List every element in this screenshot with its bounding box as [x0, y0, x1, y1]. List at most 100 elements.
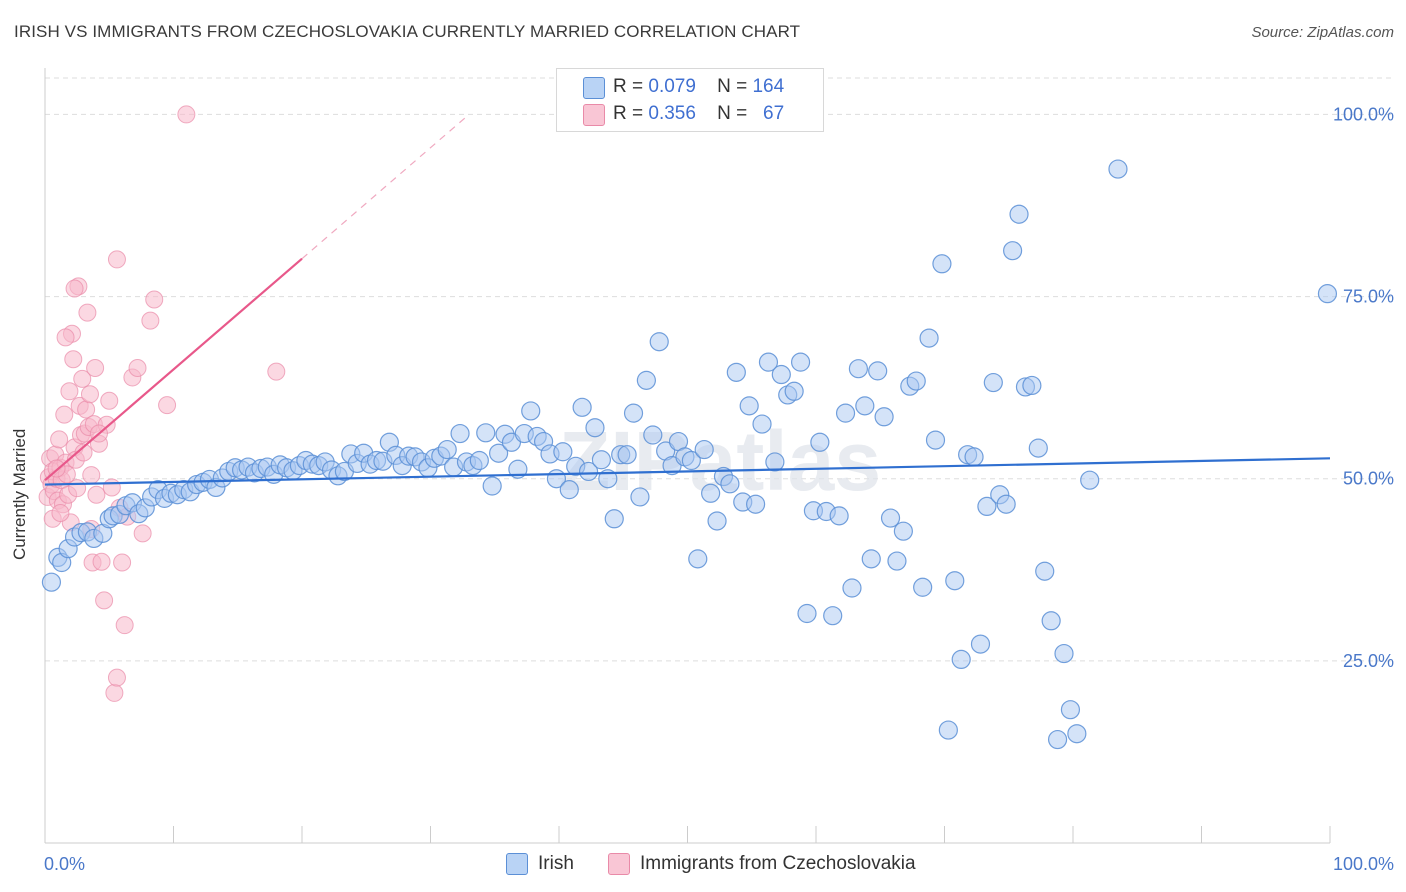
- czech-point: [158, 396, 177, 415]
- irish-point: [996, 494, 1016, 514]
- irish-point: [1317, 284, 1338, 304]
- irish-n-label: N =: [717, 76, 748, 97]
- czech-point: [145, 290, 164, 309]
- czech-point: [65, 279, 84, 298]
- irish-point: [553, 442, 573, 462]
- czech-trend-line: [44, 257, 303, 482]
- irish-point: [1003, 241, 1023, 261]
- czech-point: [51, 503, 70, 522]
- czech-n-value: 67: [763, 103, 785, 124]
- irish-point: [476, 423, 496, 443]
- irish-point: [880, 508, 901, 528]
- y-tick-label: 25.0%: [1343, 651, 1394, 671]
- irish-point: [469, 450, 489, 471]
- irish-point: [810, 432, 830, 452]
- irish-point: [913, 577, 933, 597]
- legend-irish-swatch: [506, 853, 528, 875]
- irish-point: [694, 439, 714, 460]
- irish-point: [951, 649, 971, 670]
- irish-point: [1080, 470, 1100, 490]
- irish-point: [585, 418, 605, 438]
- irish-point: [707, 511, 727, 531]
- irish-point: [861, 549, 881, 569]
- czech-point: [56, 328, 75, 347]
- irish-point: [720, 474, 740, 494]
- irish-point: [906, 371, 926, 391]
- irish-point: [938, 720, 958, 740]
- irish-point: [842, 578, 862, 598]
- irish-point: [630, 487, 650, 507]
- czech-point: [102, 478, 121, 497]
- tick-labels: 25.0% 50.0% 75.0% 100.0% 0.0% 100.0%: [44, 104, 1394, 874]
- irish-point: [784, 381, 804, 401]
- czech-point: [87, 485, 106, 504]
- irish-point: [578, 461, 599, 482]
- stats-legend-box: R = 0.079 N = 164 R = 0.356 N = 67: [556, 68, 824, 132]
- czech-r-value: 0.356: [648, 103, 696, 124]
- bottom-legend: Irish Immigrants from Czechoslovakia: [0, 852, 1406, 878]
- irish-stats-label: R = 0.079 N = 164: [613, 76, 784, 98]
- czech-point: [115, 616, 134, 635]
- irish-point: [604, 509, 624, 529]
- czech-point: [107, 668, 126, 687]
- irish-point: [925, 430, 946, 450]
- irish-point: [945, 571, 965, 591]
- irish-point: [823, 606, 843, 626]
- y-axis-label: Currently Married: [10, 428, 29, 560]
- czech-point: [107, 250, 126, 269]
- irish-point: [1035, 561, 1055, 581]
- irish-trend-line: [44, 457, 1331, 486]
- irish-point: [726, 362, 746, 382]
- czech-stats-label: R = 0.356 N = 67: [613, 103, 784, 125]
- irish-point: [970, 634, 991, 654]
- irish-point: [790, 352, 811, 372]
- czech-swatch: [583, 104, 605, 126]
- irish-point: [746, 494, 766, 514]
- czech-trend-dashed: [301, 113, 470, 260]
- irish-point: [752, 414, 772, 434]
- legend-irish-label: Irish: [538, 853, 574, 874]
- irish-point: [758, 352, 779, 372]
- irish-point: [649, 332, 669, 352]
- czech-point: [95, 591, 114, 610]
- irish-point: [489, 443, 509, 463]
- irish-point: [450, 423, 470, 444]
- irish-point: [572, 397, 592, 417]
- czech-point: [82, 466, 101, 485]
- irish-point: [636, 370, 656, 390]
- czech-point: [60, 382, 79, 401]
- irish-point: [1108, 159, 1128, 179]
- irish-point: [41, 572, 62, 592]
- irish-point: [855, 396, 875, 416]
- irish-point: [681, 450, 701, 471]
- gridlines: [45, 77, 1395, 662]
- czech-point: [74, 443, 93, 462]
- source-label: Source: ZipAtlas.com: [1251, 24, 1394, 41]
- irish-point: [932, 254, 952, 274]
- irish-points: [41, 159, 1338, 750]
- czech-point: [55, 405, 74, 424]
- irish-point: [559, 480, 579, 500]
- czech-r-label: R =: [613, 103, 644, 124]
- czech-n-label: N =: [717, 103, 748, 124]
- x-tick-label-min: 0.0%: [44, 854, 85, 874]
- y-tick-label: 50.0%: [1343, 469, 1394, 489]
- irish-point: [1054, 643, 1074, 664]
- irish-point: [617, 445, 637, 465]
- czech-point: [86, 358, 105, 377]
- irish-point: [771, 364, 791, 385]
- czech-point: [92, 552, 111, 571]
- irish-point: [919, 328, 939, 348]
- irish-swatch: [583, 77, 605, 99]
- czech-points: [38, 105, 286, 702]
- x-tick-label-max: 100.0%: [1333, 854, 1394, 874]
- irish-point: [437, 439, 457, 460]
- irish-point: [835, 403, 856, 423]
- czech-point: [105, 683, 124, 702]
- irish-point: [701, 483, 721, 503]
- czech-point: [73, 369, 92, 388]
- czech-point: [128, 358, 147, 377]
- irish-point: [591, 450, 612, 470]
- irish-point: [1060, 700, 1081, 720]
- irish-point: [868, 361, 888, 381]
